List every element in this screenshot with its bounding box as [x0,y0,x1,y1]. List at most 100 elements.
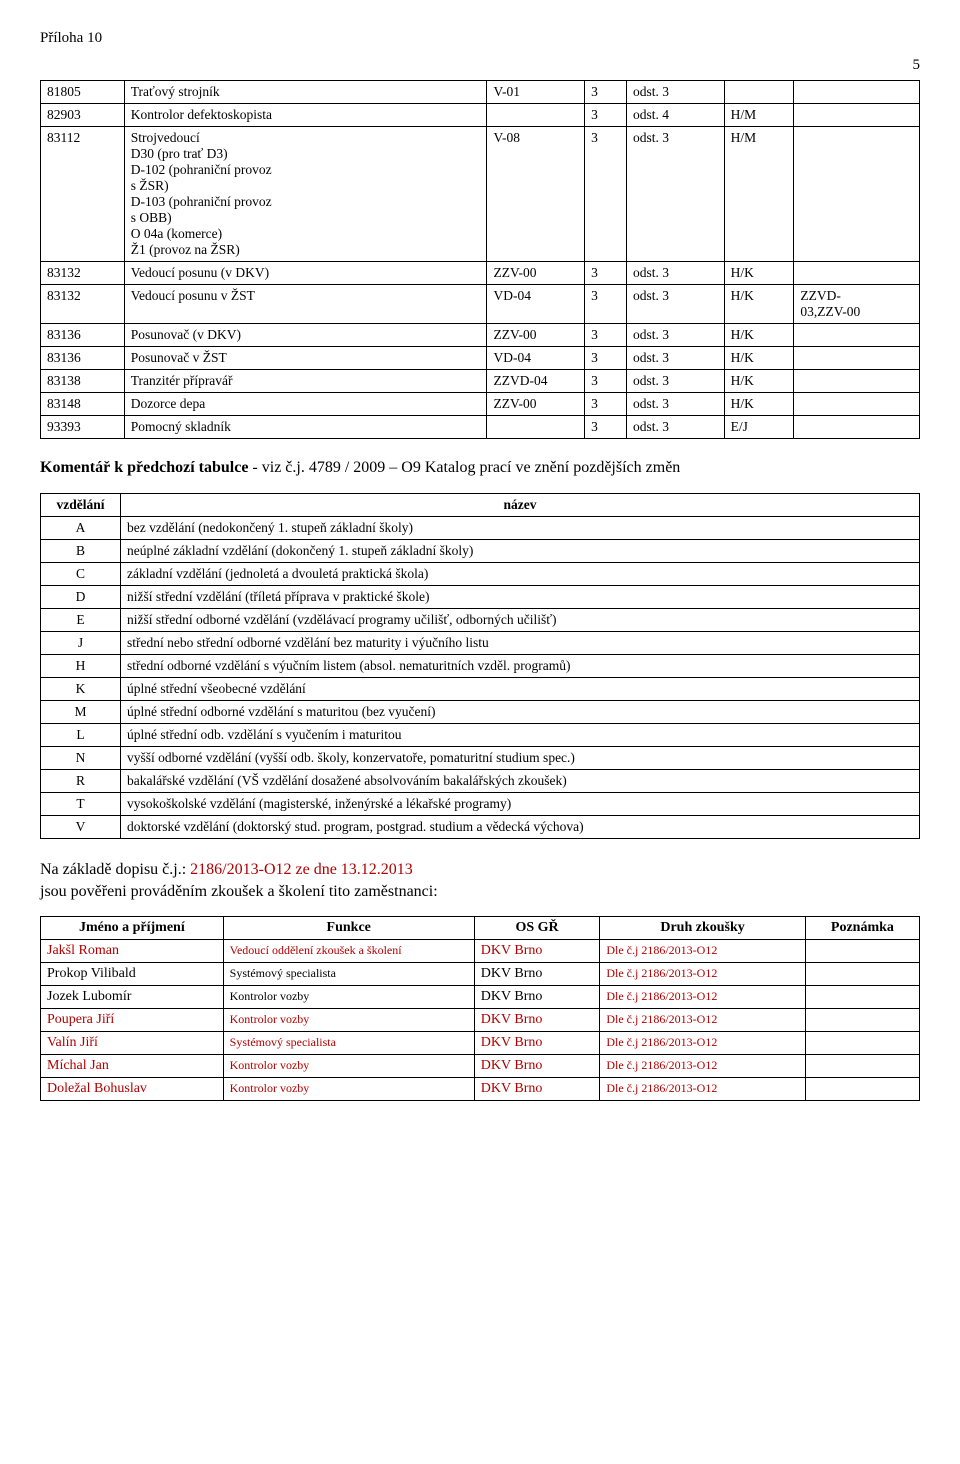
table-2-education: vzdělánínázevAbez vzdělání (nedokončený … [40,493,920,839]
table-cell [805,1078,919,1101]
table-header: Poznámka [805,917,919,940]
intro-line1b: 2186/2013-O12 ze dne 13.12.2013 [190,861,413,878]
table-cell: R [41,770,121,793]
table-cell: Vedoucí oddělení zkoušek a školení [223,940,474,963]
table-cell: E/J [724,416,794,439]
table-cell: odst. 3 [626,81,724,104]
table-cell: H/M [724,104,794,127]
table-header: OS GŘ [474,917,600,940]
table-cell [805,1009,919,1032]
table-cell: 83132 [41,262,125,285]
table-cell: H/K [724,347,794,370]
table-cell: Kontrolor vozby [223,986,474,1009]
table-cell: Vedoucí posunu (v DKV) [124,262,487,285]
table-cell: E [41,609,121,632]
table-cell: Dozorce depa [124,393,487,416]
table-cell: odst. 3 [626,324,724,347]
table-cell: H/K [724,262,794,285]
table-cell: 82903 [41,104,125,127]
table-cell: DKV Brno [474,1032,600,1055]
table-cell: Dle č.j 2186/2013-O12 [600,1055,805,1078]
table-cell: Míchal Jan [41,1055,224,1078]
intro-line2: jsou pověřeni prováděním zkoušek a škole… [40,883,438,900]
table-cell: vyšší odborné vzdělání (vyšší odb. školy… [121,747,920,770]
table-cell: bez vzdělání (nedokončený 1. stupeň zákl… [121,517,920,540]
table-header: vzdělání [41,494,121,517]
table-cell: nižší střední vzdělání (tříletá příprava… [121,586,920,609]
table-cell: Strojvedoucí D30 (pro trať D3) D-102 (po… [124,127,487,262]
table-cell [805,940,919,963]
table-1: 81805Traťový strojníkV-013odst. 382903Ko… [40,80,920,439]
table-cell: V-08 [487,127,585,262]
table-cell: K [41,678,121,701]
table-cell: 83132 [41,285,125,324]
table-cell: 3 [585,324,627,347]
table-cell: J [41,632,121,655]
table-header: Jméno a příjmení [41,917,224,940]
table-cell: H/K [724,370,794,393]
table-3-examinators: Jméno a příjmeníFunkceOS GŘDruh zkouškyP… [40,916,920,1101]
table-cell [487,416,585,439]
table-cell: A [41,517,121,540]
table-cell [487,104,585,127]
table-cell: 3 [585,370,627,393]
table-cell: VD-04 [487,285,585,324]
table-cell: střední odborné vzdělání s výučním liste… [121,655,920,678]
table-cell: střední nebo střední odborné vzdělání be… [121,632,920,655]
table-cell: Pomocný skladník [124,416,487,439]
table-cell: ZZVD- 03,ZZV-00 [794,285,920,324]
table-cell: DKV Brno [474,1009,600,1032]
table-cell: V-01 [487,81,585,104]
table-cell: Systémový specialista [223,963,474,986]
table-cell: 81805 [41,81,125,104]
table-cell: odst. 3 [626,262,724,285]
table-cell: C [41,563,121,586]
table-cell: 93393 [41,416,125,439]
table-cell: ZZV-00 [487,393,585,416]
table-cell: odst. 3 [626,127,724,262]
table-cell: L [41,724,121,747]
table-cell: Valín Jiří [41,1032,224,1055]
commentary-rest: - viz č.j. 4789 / 2009 – O9 Katalog prac… [248,459,680,476]
table-cell: nižší střední odborné vzdělání (vzděláva… [121,609,920,632]
table-cell: Poupera Jiří [41,1009,224,1032]
table-cell: doktorské vzdělání (doktorský stud. prog… [121,816,920,839]
table-cell: Kontrolor vozby [223,1055,474,1078]
table-cell: Kontrolor defektoskopista [124,104,487,127]
table-cell: Dle č.j 2186/2013-O12 [600,940,805,963]
table-cell: DKV Brno [474,940,600,963]
table-cell: odst. 3 [626,347,724,370]
table-cell [794,416,920,439]
page-number: 5 [40,57,920,74]
table-cell: DKV Brno [474,1078,600,1101]
table-cell: 83112 [41,127,125,262]
table-cell [805,986,919,1009]
table-cell: H [41,655,121,678]
table-cell: N [41,747,121,770]
table-cell: Posunovač (v DKV) [124,324,487,347]
table-cell: DKV Brno [474,1055,600,1078]
table-cell: Dle č.j 2186/2013-O12 [600,1009,805,1032]
table-cell: odst. 3 [626,370,724,393]
table-cell [794,262,920,285]
commentary-bold: Komentář k předchozí tabulce [40,459,248,476]
table-cell: H/K [724,393,794,416]
table-cell: úplné střední odb. vzdělání s vyučením i… [121,724,920,747]
table-cell: odst. 4 [626,104,724,127]
table-cell: H/K [724,324,794,347]
table-cell [794,347,920,370]
table-cell: 3 [585,393,627,416]
table-cell: D [41,586,121,609]
table-cell: 3 [585,262,627,285]
table-cell: H/K [724,285,794,324]
table-cell: Prokop Vilibald [41,963,224,986]
table-cell: 83136 [41,324,125,347]
table-cell [724,81,794,104]
table-header: název [121,494,920,517]
table-cell: Dle č.j 2186/2013-O12 [600,1032,805,1055]
table-cell: ZZV-00 [487,324,585,347]
attachment-label: Příloha 10 [40,30,920,47]
table-cell: 3 [585,127,627,262]
table-cell: úplné střední všeobecné vzdělání [121,678,920,701]
table-cell: Vedoucí posunu v ŽST [124,285,487,324]
